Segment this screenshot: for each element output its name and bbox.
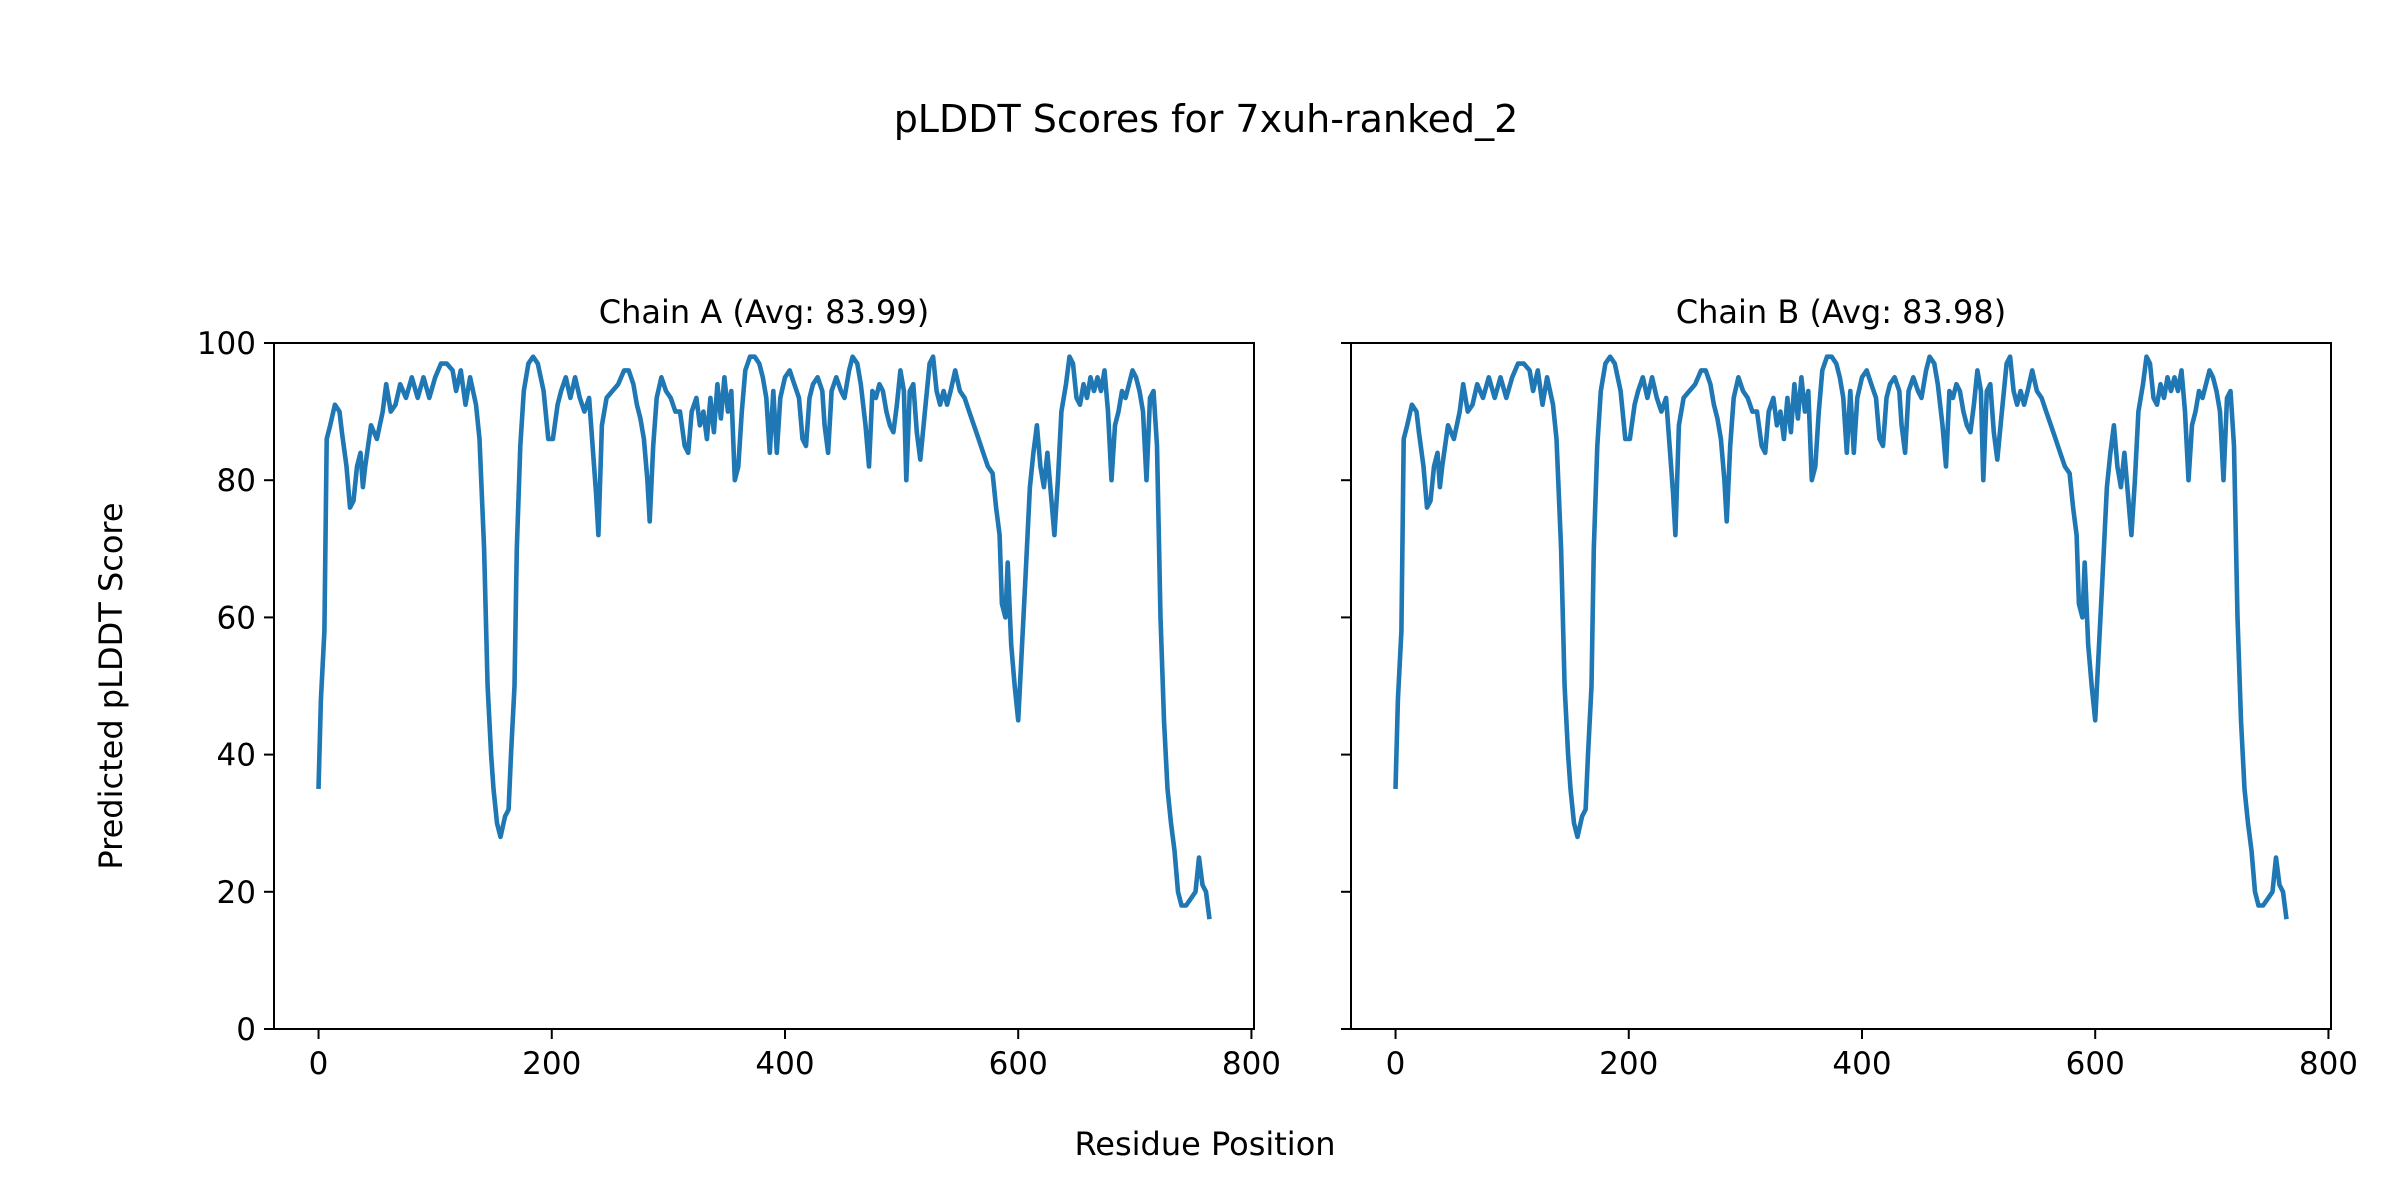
y-tick-label: 60 xyxy=(217,600,256,636)
x-tick-label: 400 xyxy=(755,1046,814,1082)
plddt-line xyxy=(1393,354,2289,920)
x-tick-label: 800 xyxy=(1222,1046,1281,1082)
x-tick-label: 200 xyxy=(522,1046,581,1082)
axes-frame xyxy=(1350,342,2332,1030)
y-tick-label: 40 xyxy=(217,738,256,774)
x-axis-label: Residue Position xyxy=(1074,1125,1335,1163)
axes-frame xyxy=(273,342,1255,1030)
x-tick-label: 600 xyxy=(2066,1046,2125,1082)
x-tick-label: 200 xyxy=(1599,1046,1658,1082)
panel-title: Chain A (Avg: 83.99) xyxy=(599,293,929,331)
x-tick-label: 0 xyxy=(309,1046,329,1082)
y-tick-label: 80 xyxy=(217,463,256,499)
panel-chain-b: Chain B (Avg: 83.98) 0 200 400 600 800 xyxy=(1341,293,2358,1082)
x-tick-label: 0 xyxy=(1386,1046,1406,1082)
panel-title: Chain B (Avg: 83.98) xyxy=(1676,293,2007,331)
x-tick-label: 800 xyxy=(2299,1046,2358,1082)
y-tick-label: 20 xyxy=(217,875,256,911)
y-axis-label: Predicted pLDDT Score xyxy=(92,502,130,869)
panel-chain-a: Chain A (Avg: 83.99) 0 200 400 600 800 0 20 40 60… xyxy=(197,293,1281,1082)
plddt-line xyxy=(316,354,1212,920)
figure-title: pLDDT Scores for 7xuh-ranked_2 xyxy=(894,97,1519,141)
y-tick-label: 100 xyxy=(197,326,256,362)
y-tick-label: 0 xyxy=(236,1012,256,1048)
x-tick-label: 600 xyxy=(989,1046,1048,1082)
x-tick-label: 400 xyxy=(1832,1046,1891,1082)
